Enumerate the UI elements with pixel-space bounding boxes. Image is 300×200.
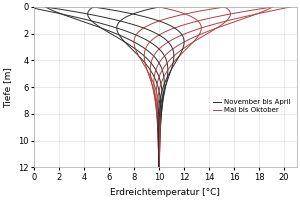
Mai bis Oktober xyxy=(158,122,162,124)
Mai bis Oktober xyxy=(158,122,162,125)
Mai bis Oktober xyxy=(139,58,142,60)
Mai bis Oktober xyxy=(158,107,161,109)
November bis April xyxy=(166,69,169,72)
Legend: November bis April, Mai bis Oktober: November bis April, Mai bis Oktober xyxy=(210,97,293,116)
November bis April xyxy=(157,166,160,169)
Line: Mai bis Oktober: Mai bis Oktober xyxy=(134,7,225,167)
Mai bis Oktober xyxy=(145,25,148,27)
November bis April xyxy=(158,122,161,125)
November bis April xyxy=(110,25,113,27)
November bis April xyxy=(158,122,161,124)
Y-axis label: Tiefe [m]: Tiefe [m] xyxy=(4,67,13,108)
Mai bis Oktober xyxy=(223,6,226,8)
X-axis label: Erdreichtemperatur [°C]: Erdreichtemperatur [°C] xyxy=(110,188,220,197)
Line: November bis April: November bis April xyxy=(28,7,168,167)
November bis April xyxy=(26,6,30,8)
November bis April xyxy=(160,107,163,109)
Mai bis Oktober xyxy=(158,166,161,169)
Mai bis Oktober xyxy=(146,69,149,72)
November bis April xyxy=(164,58,168,60)
